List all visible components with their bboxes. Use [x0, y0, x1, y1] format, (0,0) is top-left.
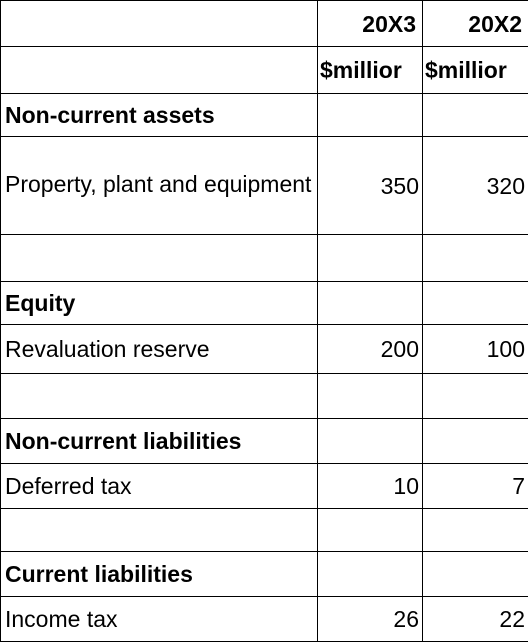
value-cell: 200 — [318, 325, 423, 374]
unit-20x3-header: $millior — [318, 47, 423, 94]
row-label-income-tax: Income tax — [1, 597, 318, 642]
value-cell — [423, 374, 528, 419]
table-row: Revaluation reserve 200 100 — [1, 325, 528, 374]
value-cell — [318, 374, 423, 419]
row-label-revaluation-reserve: Revaluation reserve — [1, 325, 318, 374]
value-cell — [423, 282, 528, 325]
value-cell: 7 — [423, 464, 528, 509]
row-label-deferred-tax: Deferred tax — [1, 464, 318, 509]
value-cell: 100 — [423, 325, 528, 374]
value-cell — [423, 552, 528, 597]
table-row — [1, 235, 528, 282]
value-cell: 22 — [423, 597, 528, 642]
table-row: Non-current assets — [1, 94, 528, 137]
table-row: Income tax 26 22 — [1, 597, 528, 642]
value-cell: 26 — [318, 597, 423, 642]
table-row — [1, 374, 528, 419]
year-20x3-header: 20X3 — [318, 1, 423, 47]
section-heading-non-current-liabilities: Non-current liabilities — [1, 419, 318, 464]
year-header-row: 20X3 20X2 — [1, 1, 528, 47]
unit-20x2-header: $millior — [423, 47, 528, 94]
section-heading-equity: Equity — [1, 282, 318, 325]
value-cell: 320 — [423, 137, 528, 235]
table-row: Equity — [1, 282, 528, 325]
table-row: Current liabilities — [1, 552, 528, 597]
table-row: Deferred tax 10 7 — [1, 464, 528, 509]
value-cell — [423, 419, 528, 464]
value-cell: 350 — [318, 137, 423, 235]
value-cell — [423, 509, 528, 552]
empty-cell — [1, 235, 318, 282]
year-20x2-header: 20X2 — [423, 1, 528, 47]
section-heading-current-liabilities: Current liabilities — [1, 552, 318, 597]
unit-header-row: $millior $millior — [1, 47, 528, 94]
value-cell — [318, 419, 423, 464]
value-cell — [318, 94, 423, 137]
table-row: Non-current liabilities — [1, 419, 528, 464]
row-label-property-plant-equipment: Property, plant and equipment — [1, 137, 318, 235]
value-cell — [318, 552, 423, 597]
value-cell — [318, 509, 423, 552]
header-blank-cell — [1, 1, 318, 47]
value-cell — [423, 235, 528, 282]
value-cell — [423, 94, 528, 137]
empty-cell — [1, 374, 318, 419]
value-cell — [318, 282, 423, 325]
value-cell — [318, 235, 423, 282]
value-cell: 10 — [318, 464, 423, 509]
table-row: Property, plant and equipment 350 320 — [1, 137, 528, 235]
unit-blank-cell — [1, 47, 318, 94]
table-row — [1, 509, 528, 552]
section-heading-non-current-assets: Non-current assets — [1, 94, 318, 137]
empty-cell — [1, 509, 318, 552]
